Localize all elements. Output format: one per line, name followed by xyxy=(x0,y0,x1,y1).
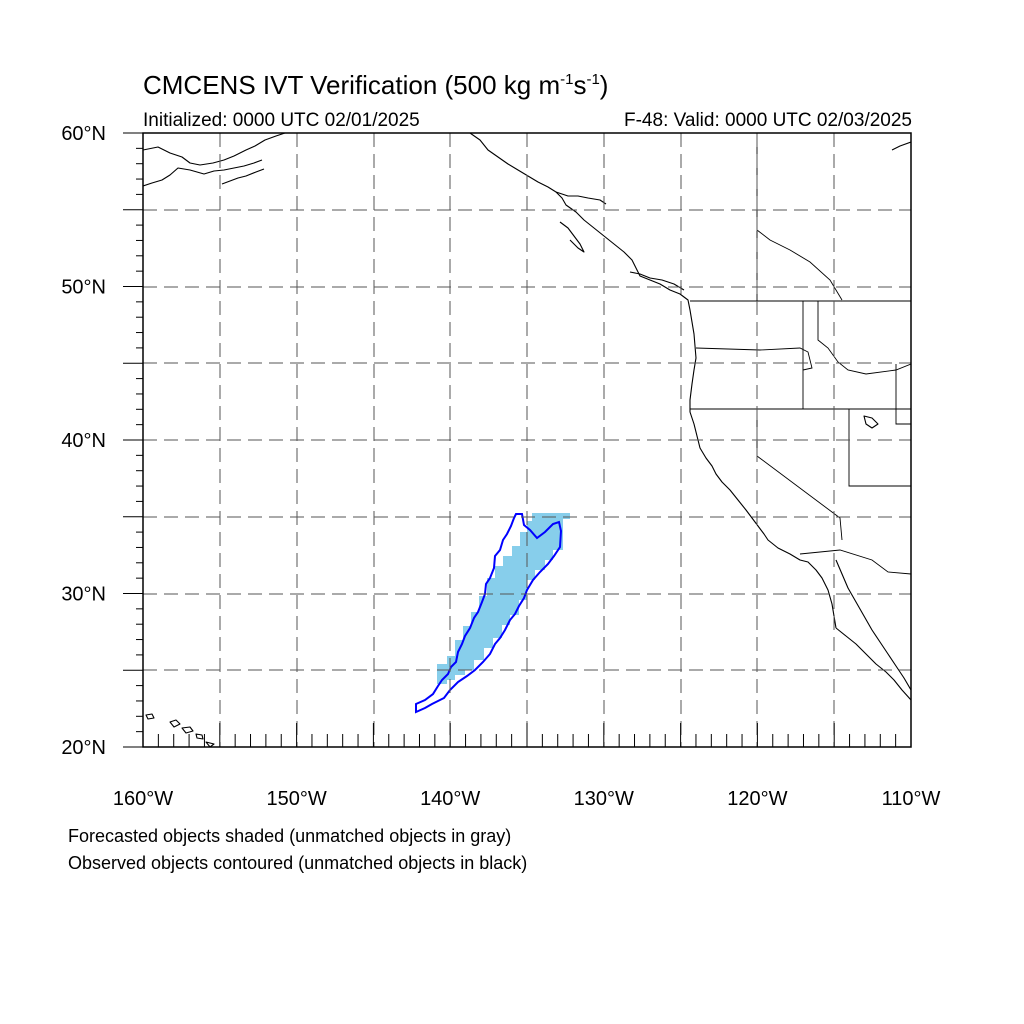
lon-label: 160°W xyxy=(113,788,173,810)
lat-lon-grid xyxy=(143,133,911,747)
map-title: CMCENS IVT Verification (500 kg m-1s-1) xyxy=(143,70,609,100)
initialized-time: Initialized: 0000 UTC 02/01/2025 xyxy=(143,110,420,131)
lon-label: 110°W xyxy=(882,788,941,810)
lat-label: 30°N xyxy=(61,584,106,606)
forecast-object xyxy=(437,513,570,684)
lon-label: 130°W xyxy=(574,788,634,810)
longitude-labels: 160°W 150°W 140°W 130°W 120°W 110°W xyxy=(113,788,941,810)
latitude-labels: 60°N 50°N 40°N 30°N 20°N xyxy=(61,123,106,759)
map-plot-area xyxy=(143,133,911,747)
observed-object-contour xyxy=(415,513,563,714)
lat-label: 20°N xyxy=(61,737,106,759)
axis-ticks xyxy=(123,132,912,748)
lat-label: 50°N xyxy=(61,277,106,299)
lon-label: 120°W xyxy=(727,788,787,810)
coastlines xyxy=(143,133,911,747)
legend-forecast-note: Forecasted objects shaded (unmatched obj… xyxy=(68,826,512,846)
lon-label: 150°W xyxy=(266,788,326,810)
lat-label: 40°N xyxy=(61,430,106,452)
lat-label: 60°N xyxy=(61,123,106,145)
valid-time: F-48: Valid: 0000 UTC 02/03/2025 xyxy=(624,110,912,131)
legend-observed-note: Observed objects contoured (unmatched ob… xyxy=(68,853,528,873)
lon-label: 140°W xyxy=(420,788,480,810)
political-borders xyxy=(690,133,911,575)
